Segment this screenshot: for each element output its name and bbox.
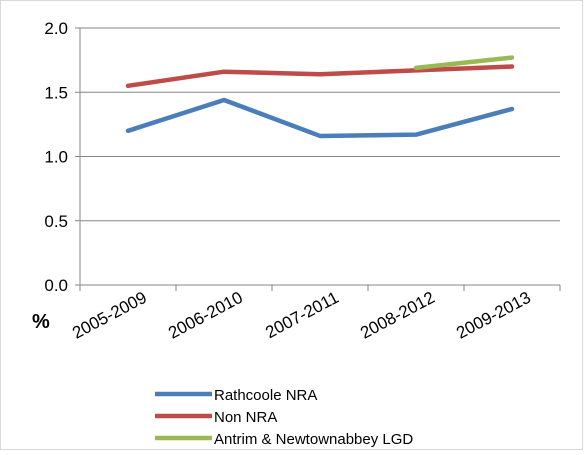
series-lines [125, 55, 515, 139]
series-line [413, 55, 515, 71]
x-tick-label: 2006-2010 [165, 288, 246, 343]
y-tick-label: 0.0 [44, 276, 68, 295]
x-tick-label: 2007-2011 [262, 288, 342, 342]
x-tick-label: 2008-2012 [357, 288, 438, 343]
series-line [125, 64, 515, 89]
legend-label: Non NRA [214, 409, 277, 426]
y-tick-labels: 0.0 0.5 1.0 1.5 2.0 [44, 19, 68, 295]
x-tick-label: 2005-2009 [69, 288, 150, 343]
axes [79, 28, 561, 291]
legend: Rathcoole NRA Non NRA Antrim & Newtownabbe… [155, 387, 413, 448]
y-axis-label: % [32, 311, 50, 333]
legend-label: Rathcoole NRA [214, 387, 317, 404]
x-tick-labels: 2005-2009 2006-2010 2007-2011 2008-2012 2009… [69, 288, 534, 343]
y-tick-label: 1.5 [44, 83, 68, 102]
series-line [125, 97, 515, 139]
y-tick-label: 2.0 [44, 19, 68, 38]
y-tick-label: 0.5 [44, 212, 68, 231]
y-tick-label: 1.0 [44, 148, 68, 167]
legend-label: Antrim & Newtownabbey LGD [214, 431, 413, 448]
x-tick-label: 2009-2013 [453, 288, 534, 343]
